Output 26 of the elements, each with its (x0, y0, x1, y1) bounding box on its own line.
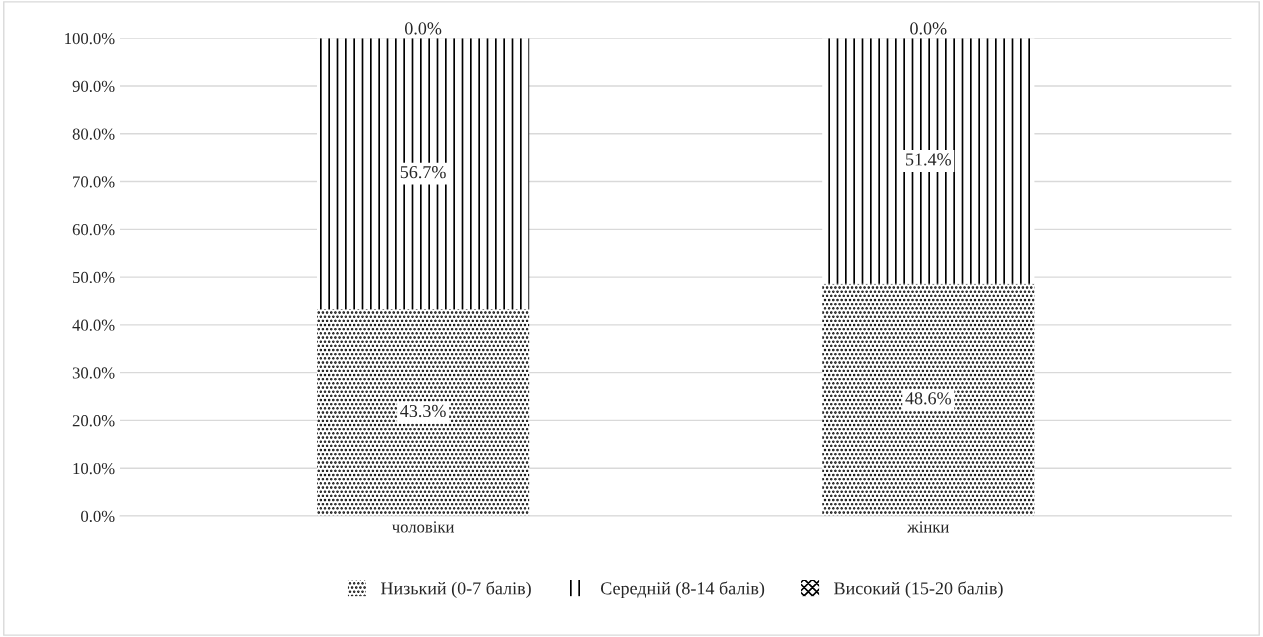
y-tick-label: 40.0% (72, 319, 115, 331)
data-label: 51.4% (906, 153, 952, 166)
y-tick-label: 100.0% (65, 32, 115, 45)
y-tick-label: 70.0% (73, 176, 115, 188)
legend-label: Низький (0-7 балів) (380, 581, 531, 599)
y-tick-label: 50.0% (73, 271, 115, 284)
bar (822, 283, 1035, 516)
data-label: 0.0% (404, 22, 442, 35)
legend-label: Середній (8-14 балів) (601, 581, 765, 599)
y-tick-label: 10.0% (73, 462, 115, 475)
y-tick-label: 90.0% (72, 80, 115, 93)
y-tick-label: 60.0% (72, 224, 115, 236)
bar (317, 38, 530, 310)
y-tick-label: 30.0% (72, 367, 115, 379)
y-tick-label: 0.0% (81, 510, 115, 522)
legend-label: Високий (15-20 балів) (834, 581, 1003, 599)
data-label: 43.3% (400, 404, 446, 418)
y-tick-label: 20.0% (72, 415, 115, 427)
x-tick-label: жінки (907, 521, 949, 533)
bar (822, 38, 1035, 284)
data-label: 0.0% (910, 22, 947, 35)
y-tick-label: 80.0% (72, 128, 115, 140)
x-tick-label: чоловіки (392, 521, 455, 533)
bar (317, 309, 530, 516)
data-label: 56.7% (400, 166, 446, 179)
data-label: 48.6% (905, 392, 952, 405)
